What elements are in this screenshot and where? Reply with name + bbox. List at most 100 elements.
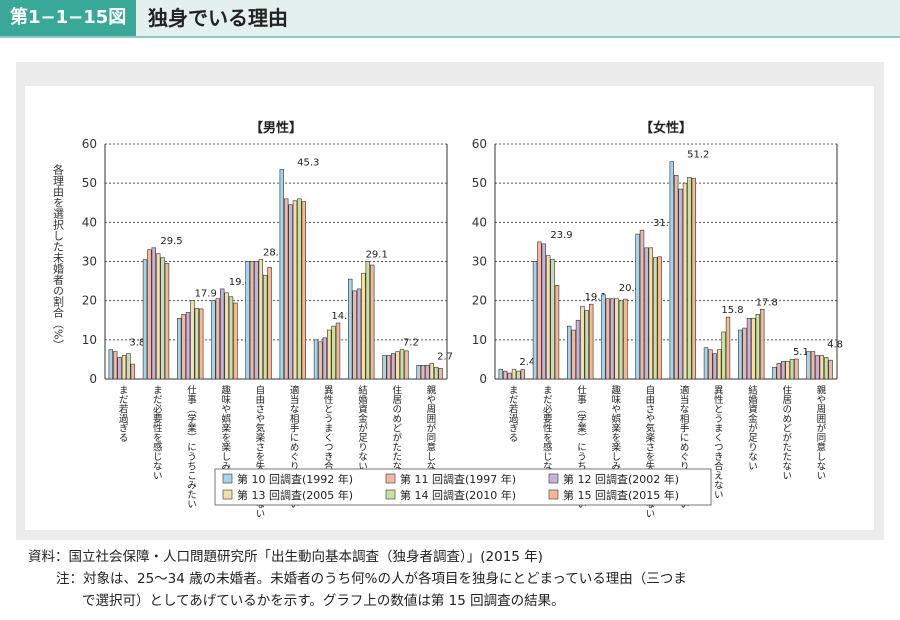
data-label: 17.9	[195, 289, 217, 300]
chart-panel-2: 0 10 20 30 40 50 60 【女性】 2.4 まだ若過ぎる 23.9 まだ必要性を感じない…	[472, 120, 843, 518]
legend-swatch	[548, 489, 559, 500]
bar	[789, 359, 795, 380]
category-label: まだ若過ぎる	[507, 385, 519, 442]
bar	[537, 241, 542, 380]
note-text-line2: で選択可）としてあげているかを示す。グラフ上の数値は第 15 回調査の結果。	[82, 593, 565, 609]
bar	[498, 368, 503, 380]
bar	[331, 325, 336, 380]
bar	[356, 288, 362, 380]
data-label: 23.9	[550, 230, 572, 241]
bar	[404, 350, 409, 380]
data-label: 45.3	[297, 157, 319, 168]
y-tick-label: 60	[82, 137, 97, 151]
bar	[623, 298, 628, 380]
bar-chart: 各理由を選択した未婚者の割合（%） 0 10 20 30 40 50 60 【男性】 3.8 まだ若…	[52, 120, 844, 518]
chart-panel-1: 0 10 20 30 40 50 60 【男性】 3.8 まだ若過ぎる 29.5 まだ必要性を感じない…	[82, 120, 453, 518]
bar	[541, 243, 547, 380]
bar	[566, 325, 572, 380]
bar	[584, 310, 590, 380]
bar	[502, 370, 508, 380]
data-label: 4.8	[827, 340, 843, 351]
bar	[828, 359, 833, 380]
bar	[785, 361, 790, 380]
category-label: 結婚資金が足りない	[746, 384, 758, 470]
bar	[609, 298, 615, 380]
bar	[810, 351, 816, 380]
note-text-line1: 対象は、25〜34 歳の未婚者。未婚者のうち何%の人が各項目を独身にとどまってい…	[83, 571, 687, 587]
bar	[279, 169, 284, 380]
category-label: 適当な相手にめぐり会わない	[678, 384, 690, 508]
figure-title: 独身でいる理由	[148, 6, 288, 30]
bar	[652, 257, 658, 380]
bar	[117, 357, 122, 380]
bar	[520, 369, 525, 380]
y-tick-label: 50	[472, 176, 487, 190]
data-label: 3.8	[129, 338, 145, 349]
bar	[532, 261, 538, 380]
bar	[516, 370, 521, 380]
y-tick-label: 0	[89, 372, 97, 386]
bar	[361, 272, 366, 380]
bar	[635, 233, 640, 380]
bar	[780, 361, 786, 380]
bar	[352, 290, 357, 380]
category-label: 結婚資金が足りない	[356, 384, 368, 470]
bar	[545, 255, 551, 380]
bar	[716, 349, 722, 380]
panel-title: 【女性】	[640, 120, 692, 136]
bar	[335, 322, 341, 380]
bar	[164, 263, 170, 380]
legend-label: 第 10 回調査(1992 年)	[237, 472, 353, 486]
bar	[147, 249, 152, 380]
legend-swatch	[548, 473, 559, 484]
legend-swatch	[222, 489, 233, 500]
category-label: まだ必要性を感じない	[541, 385, 553, 480]
bar	[703, 347, 709, 380]
data-label: 31.2	[653, 218, 675, 229]
bar	[639, 229, 645, 380]
bar	[772, 366, 777, 380]
bar	[588, 303, 594, 380]
source-text: 国立社会保障・人口問題研究所「出生動向基本調査（独身者調査）」(2015 年)	[68, 549, 543, 565]
legend-swatch	[222, 473, 233, 484]
data-label: 19.1	[585, 292, 607, 303]
bar	[395, 351, 400, 380]
bar	[420, 364, 426, 380]
legend: 第 10 回調査(1992 年) 第 11 回調査(1997 年) 第 12 回調査…	[214, 468, 712, 506]
bar	[819, 355, 825, 380]
bar	[673, 175, 679, 380]
category-label: 異性とうまくつき合えない	[712, 385, 724, 499]
bar	[614, 298, 619, 380]
bar	[776, 363, 782, 380]
bar	[365, 261, 370, 380]
legend-label: 第 14 回調査(2010 年)	[400, 488, 516, 502]
bar	[678, 188, 683, 380]
notes-block: 資料：国立社会保障・人口問題研究所「出生動向基本調査（独身者調査）」(2015 …	[28, 546, 888, 612]
data-label: 7.2	[403, 338, 419, 349]
bar	[721, 331, 726, 380]
bar	[156, 253, 161, 380]
figure-header: 第1−1−15図 独身でいる理由	[0, 0, 900, 38]
bar	[267, 267, 272, 380]
figure-number-badge: 第1−1−15図	[0, 0, 137, 36]
y-tick-label: 40	[472, 215, 487, 229]
legend-swatch	[385, 489, 396, 500]
bar	[318, 341, 323, 380]
bar	[794, 358, 799, 380]
bar	[399, 349, 405, 380]
bar	[438, 368, 443, 380]
bar	[263, 274, 268, 380]
bar	[121, 355, 127, 380]
category-label: 仕事（学業）にうちこみたい	[575, 384, 587, 508]
bar	[669, 161, 675, 380]
bar	[386, 355, 391, 380]
note-row: 注：対象は、25〜34 歳の未婚者。未婚者のうち何%の人が各項目を独身にとどまっ…	[28, 568, 888, 590]
category-label: 住居のめどがたたない	[390, 384, 402, 480]
data-label: 17.8	[756, 297, 778, 308]
bar	[160, 257, 165, 380]
bar	[130, 363, 136, 380]
bar	[687, 176, 692, 380]
bar	[511, 368, 517, 380]
bar	[751, 317, 756, 380]
bar	[390, 353, 396, 380]
